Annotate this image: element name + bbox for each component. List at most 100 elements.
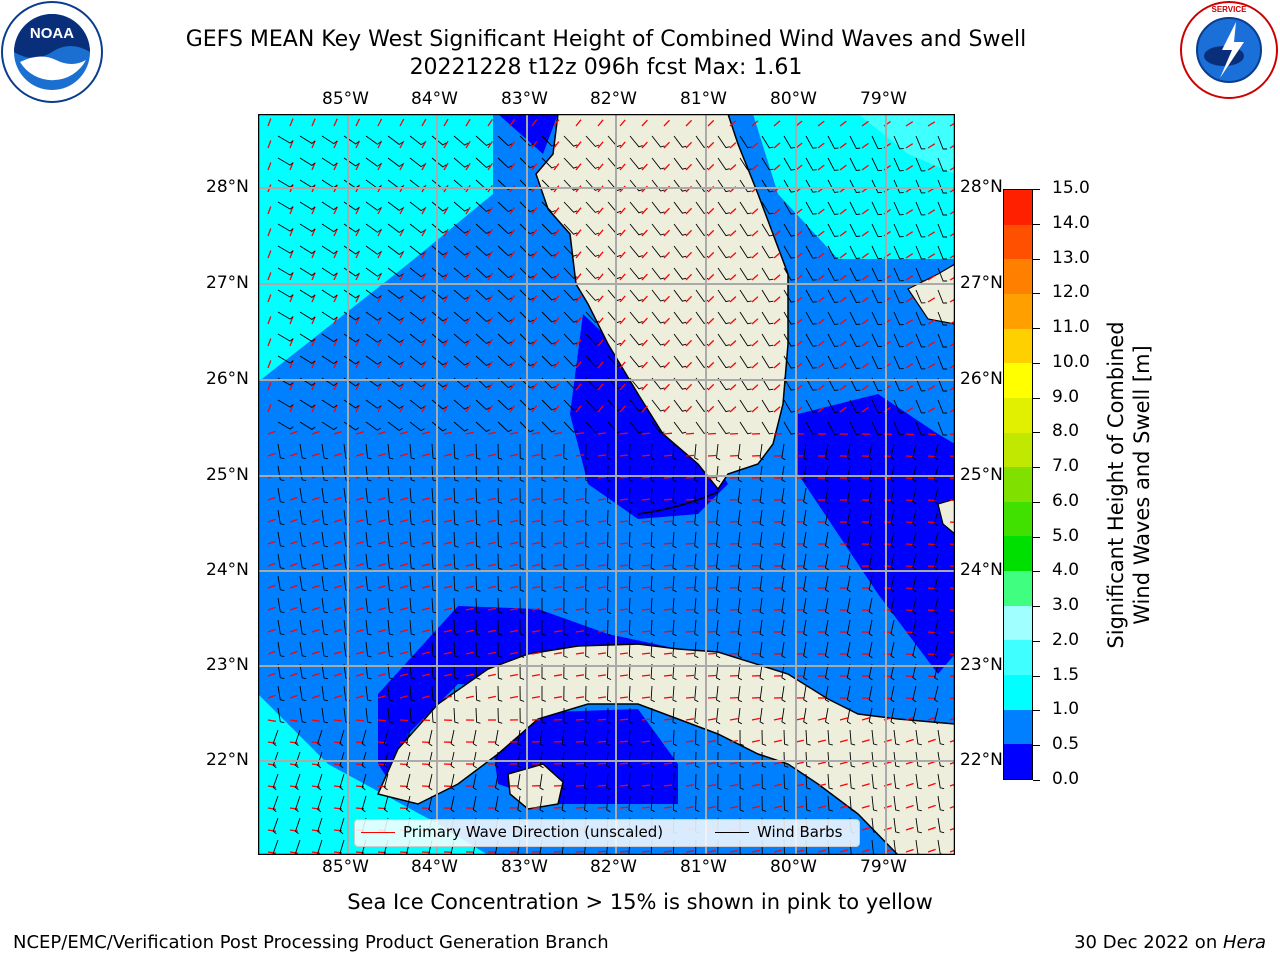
wave-arrow	[663, 806, 672, 809]
wind-barb	[893, 245, 904, 260]
wind-barb	[912, 707, 917, 725]
wind-barb	[716, 465, 721, 483]
wave-arrow	[751, 318, 759, 325]
wind-barb	[272, 751, 279, 769]
wave-arrow	[267, 118, 272, 127]
wind-barb	[277, 553, 285, 570]
wind-barb	[563, 509, 568, 526]
wind-barb	[827, 201, 839, 215]
wave-arrow	[399, 563, 408, 567]
wave-arrow	[377, 563, 386, 567]
wave-arrow	[619, 696, 628, 699]
wind-barb	[761, 267, 774, 281]
wind-barb	[519, 135, 534, 147]
wind-barb	[673, 135, 687, 148]
wave-arrow	[553, 119, 560, 127]
wave-arrow	[817, 739, 826, 743]
wind-barb	[387, 685, 394, 702]
wind-barb	[585, 289, 600, 301]
wave-arrow	[641, 652, 651, 655]
wind-barb	[694, 685, 699, 703]
wave-arrow	[289, 785, 298, 788]
wave-arrow	[773, 208, 781, 215]
wind-barb	[781, 575, 786, 593]
wave-arrow	[839, 230, 847, 237]
wave-arrow	[729, 142, 737, 149]
wind-barb	[387, 399, 403, 409]
wind-barb	[585, 333, 600, 345]
wave-arrow	[553, 361, 560, 369]
wind-barb	[450, 751, 455, 769]
wave-arrow	[685, 163, 693, 171]
wave-arrow	[817, 761, 826, 765]
wave-arrow	[443, 140, 449, 149]
wind-barb	[361, 729, 367, 747]
wave-arrow	[289, 562, 298, 567]
wind-barb	[563, 663, 568, 680]
wave-arrow	[795, 120, 803, 127]
wave-arrow	[663, 498, 673, 501]
wave-arrow	[817, 296, 825, 303]
wave-arrow	[267, 316, 272, 325]
footer-date: 30 Dec 2022 on Hera	[1074, 932, 1266, 953]
wave-arrow	[707, 119, 715, 127]
wind-barb	[739, 729, 744, 746]
wave-arrow	[289, 628, 298, 633]
wind-barb	[519, 157, 534, 169]
wind-barb	[673, 333, 687, 346]
wind-barb	[453, 333, 469, 344]
wind-barb	[517, 751, 522, 769]
wind-barb	[849, 245, 861, 259]
wind-barb	[453, 223, 469, 234]
wave-arrow	[355, 431, 364, 435]
colorbar-tick-mark	[1033, 328, 1040, 330]
wind-barb	[803, 707, 808, 725]
wave-arrow	[861, 827, 870, 831]
wave-arrow	[641, 119, 648, 127]
wave-arrow	[531, 163, 538, 171]
wind-barb	[827, 157, 839, 171]
wave-arrow	[531, 273, 538, 281]
wind-barb	[428, 795, 433, 813]
wave-arrow	[641, 141, 648, 149]
wave-arrow	[421, 206, 427, 215]
wind-barb	[673, 157, 687, 170]
wind-barb	[650, 465, 655, 483]
wind-barb	[541, 157, 556, 169]
wind-barb	[563, 311, 578, 323]
noaa-logo: NOAA	[0, 0, 105, 105]
wind-barb	[937, 817, 945, 834]
wind-barb	[519, 597, 525, 614]
wind-barb	[827, 311, 839, 325]
wave-arrow	[839, 164, 847, 171]
wind-barb	[475, 641, 481, 658]
wind-barb	[871, 311, 883, 326]
wind-barb	[563, 223, 578, 235]
wave-arrow	[663, 339, 670, 347]
wave-arrow	[663, 652, 673, 655]
wave-arrow	[949, 188, 955, 193]
wave-arrow	[289, 162, 294, 171]
wind-barb	[716, 663, 721, 681]
wind-barb	[339, 795, 345, 813]
wind-barb	[519, 487, 525, 504]
wave-arrow	[905, 804, 914, 809]
wind-barb	[606, 729, 611, 747]
wave-arrow	[597, 564, 606, 567]
wind-barb	[365, 399, 381, 409]
wave-arrow	[729, 340, 737, 347]
wind-barb	[912, 465, 917, 483]
wind-barb	[277, 575, 285, 592]
wave-arrow	[949, 254, 955, 259]
wind-barb	[650, 531, 655, 549]
wind-barb	[387, 553, 394, 570]
wind-barb	[717, 311, 730, 325]
wave-arrow	[509, 431, 519, 435]
wave-arrow	[509, 119, 516, 127]
wind-barb	[453, 289, 469, 300]
wave-arrow	[289, 382, 294, 391]
wind-barb	[607, 201, 622, 214]
wave-arrow	[817, 783, 826, 787]
wind-barb	[317, 773, 323, 791]
wave-arrow	[685, 740, 694, 743]
